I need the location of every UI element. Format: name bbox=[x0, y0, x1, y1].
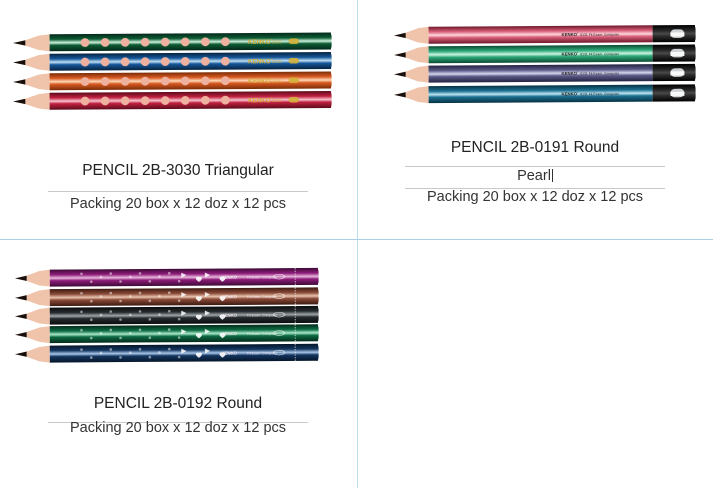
svg-text:KENKO°: KENKO° bbox=[561, 70, 578, 76]
svg-text:Fit Exam. Computer: Fit Exam. Computer bbox=[589, 52, 620, 56]
svg-text:Fit Exam. Computer: Fit Exam. Computer bbox=[589, 71, 620, 75]
svg-text:Fit Exam. Computer: Fit Exam. Computer bbox=[247, 295, 278, 299]
svg-text:KENKO: KENKO bbox=[221, 294, 237, 299]
svg-text:3030: 3030 bbox=[272, 78, 282, 83]
svg-text:Fit Exam. Computer: Fit Exam. Computer bbox=[247, 351, 278, 355]
svg-text:KENKO°: KENKO° bbox=[248, 57, 273, 65]
svg-text:Fit Exam. Computer: Fit Exam. Computer bbox=[589, 33, 620, 37]
svg-text:0131: 0131 bbox=[580, 33, 588, 37]
svg-text:KENKO: KENKO bbox=[221, 331, 237, 336]
svg-text:KENKO°: KENKO° bbox=[248, 77, 273, 85]
svg-text:Fit Exam. Computer: Fit Exam. Computer bbox=[589, 92, 620, 96]
svg-text:3030: 3030 bbox=[272, 98, 282, 103]
svg-text:KENKO°: KENKO° bbox=[561, 51, 578, 57]
svg-text:KENKO: KENKO bbox=[221, 351, 237, 356]
svg-text:0131: 0131 bbox=[580, 92, 588, 96]
svg-text:KENKO: KENKO bbox=[221, 275, 237, 280]
svg-text:KENKO°: KENKO° bbox=[561, 91, 578, 97]
svg-text:Fit Exam. Computer: Fit Exam. Computer bbox=[247, 332, 278, 336]
svg-text:KENKO°: KENKO° bbox=[248, 38, 273, 46]
svg-text:0131: 0131 bbox=[580, 72, 588, 76]
svg-text:KENKO: KENKO bbox=[221, 313, 237, 318]
svg-text:Fit Exam. Computer: Fit Exam. Computer bbox=[247, 275, 278, 279]
svg-text:0131: 0131 bbox=[580, 52, 588, 56]
svg-text:Fit Exam. Computer: Fit Exam. Computer bbox=[247, 313, 278, 317]
svg-text:3030: 3030 bbox=[272, 39, 282, 44]
svg-text:KENKO°: KENKO° bbox=[561, 31, 578, 37]
svg-text:KENKO°: KENKO° bbox=[248, 96, 273, 104]
svg-text:3030: 3030 bbox=[272, 59, 282, 64]
